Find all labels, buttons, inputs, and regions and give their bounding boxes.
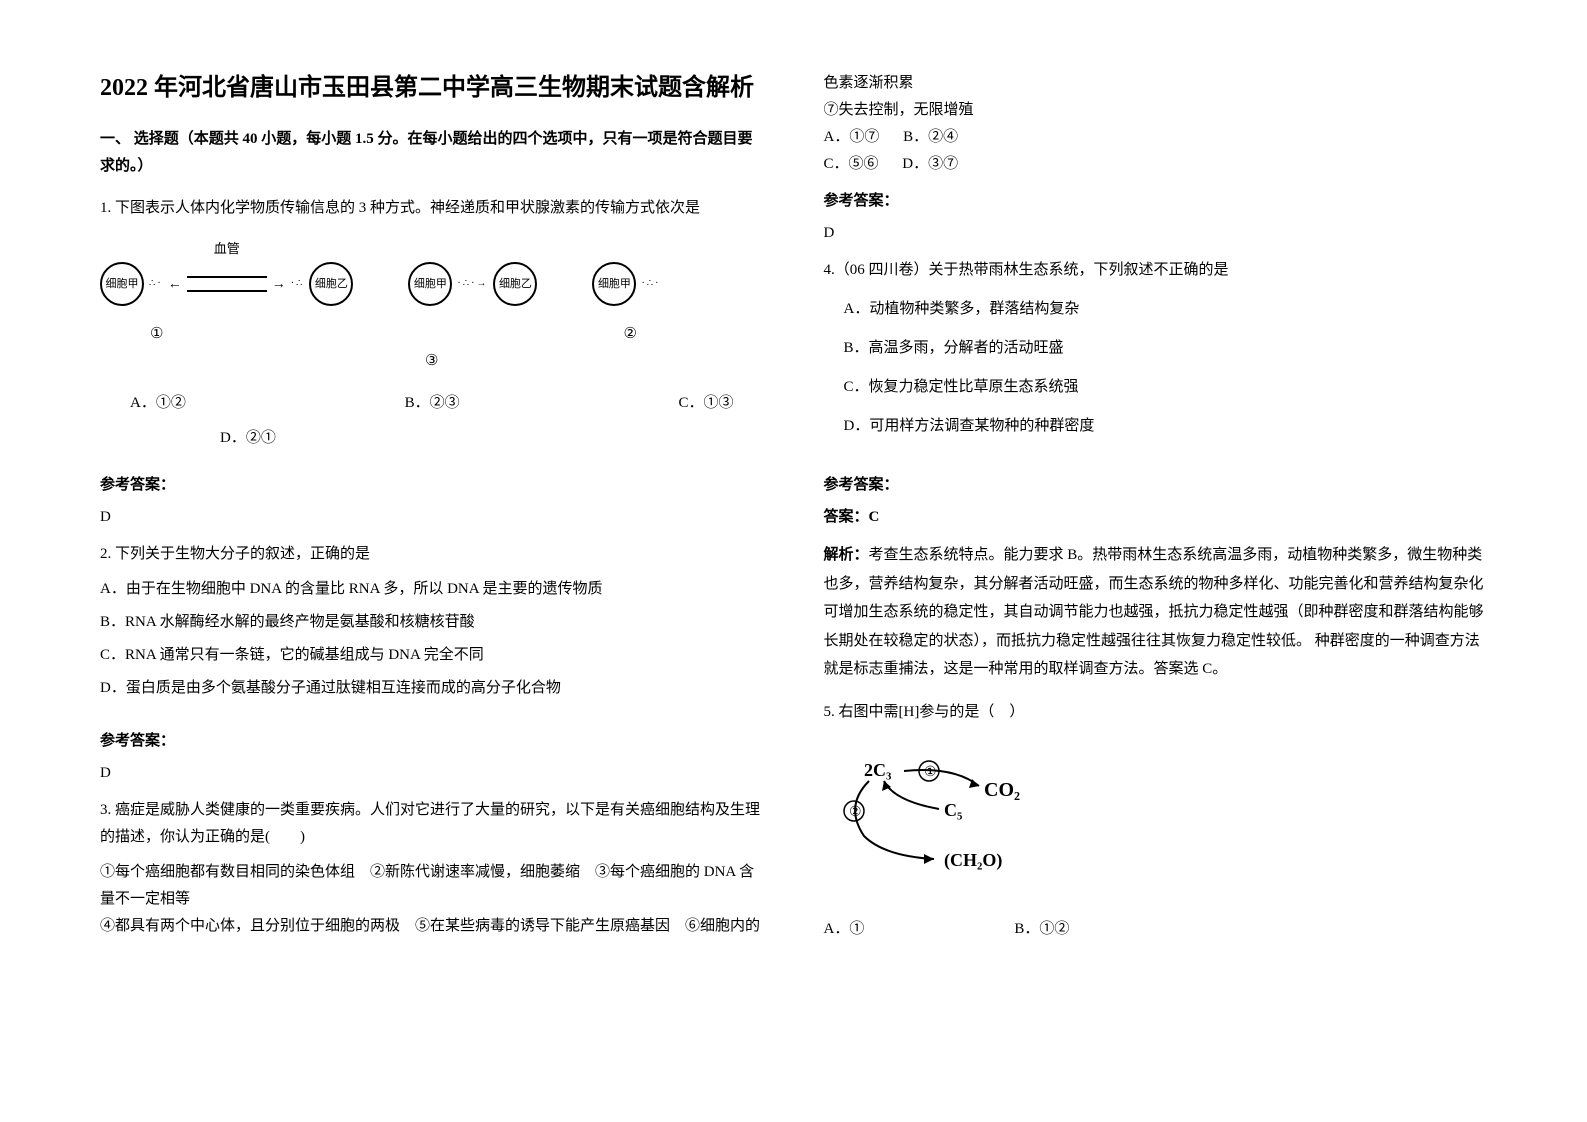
- diagram-label-2: ②: [623, 321, 636, 348]
- question-3: 3. 癌症是威胁人类健康的一类重要疾病。人们对它进行了大量的研究，以下是有关癌细…: [100, 797, 764, 940]
- explanation-label: 解析：: [824, 547, 869, 563]
- left-column: 2022 年河北省唐山市玉田县第二中学高三生物期末试题含解析 一、 选择题（本题…: [100, 70, 764, 1052]
- q5-text: 5. 右图中需[H]参与的是（ ）: [824, 699, 1488, 726]
- dots-icon: ∴·: [149, 275, 163, 293]
- q1-optC: C．①③: [678, 390, 733, 417]
- question-1: 1. 下图表示人体内化学物质传输信息的 3 种方式。神经递质和甲状腺激素的传输方…: [100, 195, 764, 452]
- q3-optD: D．③⑦: [902, 156, 958, 172]
- q3-options: A．①⑦ B．②④: [824, 124, 1488, 151]
- q2-answer: D: [100, 760, 764, 787]
- cell-icon: 细胞甲: [592, 262, 636, 306]
- dots-icon: ·∴: [291, 275, 305, 293]
- q5-optB: B．①②: [1014, 916, 1069, 943]
- cell-icon: 细胞乙: [309, 262, 353, 306]
- q3-line2: ④都具有两个中心体，且分别位于细胞的两极 ⑤在某些病毒的诱导下能产生原癌基因 ⑥…: [100, 913, 764, 940]
- q3-answer: D: [824, 220, 1488, 247]
- q1-options-row1: A．①② B．②③ C．①③: [100, 390, 764, 417]
- q3-options2: C．⑤⑥ D．③⑦: [824, 151, 1488, 178]
- q4-optD: D．可用样方法调查某物种的种群密度: [844, 413, 1488, 440]
- q1-diagram: 血管 细胞甲 ∴· ← → ·∴ 细胞乙 细胞甲 ·∴·→: [100, 237, 764, 375]
- q2-optD: D．蛋白质是由多个氨基酸分子通过肽键相互连接而成的高分子化合物: [100, 675, 764, 702]
- pathway-svg-icon: 2C₃ CO₂ C₅ (CH₂O) ① ②: [834, 751, 1034, 881]
- q4-answer: 答案：C: [824, 504, 1488, 531]
- answer-label: 参考答案：: [824, 188, 1488, 215]
- question-5: 5. 右图中需[H]参与的是（ ） 2C₃ CO₂ C₅ (CH₂O) ① ②: [824, 699, 1488, 943]
- q2-text: 2. 下列关于生物大分子的叙述，正确的是: [100, 541, 764, 568]
- diagram-1: 血管 细胞甲 ∴· ← → ·∴ 细胞乙: [100, 237, 353, 306]
- ch2o-label: (CH₂O): [944, 850, 1002, 871]
- q3-optC: C．⑤⑥: [824, 156, 879, 172]
- q3-text: 3. 癌症是威胁人类健康的一类重要疾病。人们对它进行了大量的研究，以下是有关癌细…: [100, 797, 764, 851]
- page-title: 2022 年河北省唐山市玉田县第二中学高三生物期末试题含解析: [100, 70, 764, 106]
- diagram-3: 细胞甲 ·∴·: [592, 262, 660, 306]
- right-column: 色素逐渐积累 ⑦失去控制，无限增殖 A．①⑦ B．②④ C．⑤⑥ D．③⑦ 参考…: [824, 70, 1488, 1052]
- q4-optB: B．高温多雨，分解者的活动旺盛: [844, 335, 1488, 362]
- q2-optC: C．RNA 通常只有一条链，它的碱基组成与 DNA 完全不同: [100, 642, 764, 669]
- answer-label: 参考答案：: [100, 728, 764, 755]
- diagram-label-1: ①: [150, 321, 163, 348]
- c3-label: 2C₃: [864, 760, 892, 780]
- explanation-text: 考查生态系统特点。能力要求 B。热带雨林生态系统高温多雨，动植物种类繁多，微生物…: [824, 547, 1484, 677]
- vessel-label: 血管: [214, 237, 240, 260]
- q3-line1: ①每个癌细胞都有数目相同的染色体组 ②新陈代谢速率减慢，细胞萎缩 ③每个癌细胞的…: [100, 859, 764, 913]
- q5-diagram: 2C₃ CO₂ C₅ (CH₂O) ① ②: [824, 741, 1488, 901]
- q4-optA: A．动植物种类繁多，群落结构复杂: [844, 296, 1488, 323]
- diagram-label-3: ③: [425, 353, 438, 369]
- q3-line3: 色素逐渐积累: [824, 70, 1488, 97]
- arrow-right-icon: →: [272, 272, 286, 297]
- q4-optC: C．恢复力稳定性比草原生态系统强: [844, 374, 1488, 401]
- cell-icon: 细胞乙: [493, 262, 537, 306]
- q1-text: 1. 下图表示人体内化学物质传输信息的 3 种方式。神经递质和甲状腺激素的传输方…: [100, 195, 764, 222]
- c5-label: C₅: [944, 800, 962, 820]
- q2-optB: B．RNA 水解酶经水解的最终产物是氨基酸和核糖核苷酸: [100, 609, 764, 636]
- vessel-icon: [187, 276, 267, 292]
- answer-label: 参考答案：: [824, 472, 1488, 499]
- q1-optD: D．②①: [220, 430, 276, 446]
- q1-answer: D: [100, 504, 764, 531]
- section-header: 一、 选择题（本题共 40 小题，每小题 1.5 分。在每小题给出的四个选项中，…: [100, 126, 764, 180]
- diagram-2: 细胞甲 ·∴·→ 细胞乙: [408, 262, 537, 306]
- answer-label: 参考答案：: [100, 472, 764, 499]
- dots-icon: ·∴·: [641, 275, 660, 293]
- q3-line4: ⑦失去控制，无限增殖: [824, 97, 1488, 124]
- q2-optA: A．由于在生物细胞中 DNA 的含量比 RNA 多，所以 DNA 是主要的遗传物…: [100, 576, 764, 603]
- cell-icon: 细胞甲: [408, 262, 452, 306]
- question-4: 4.（06 四川卷）关于热带雨林生态系统，下列叙述不正确的是 A．动植物种类繁多…: [824, 257, 1488, 452]
- q3-optA: A．①⑦: [824, 129, 880, 145]
- q5-options: A．① B．①②: [824, 916, 1488, 943]
- question-2: 2. 下列关于生物大分子的叙述，正确的是 A．由于在生物细胞中 DNA 的含量比…: [100, 541, 764, 708]
- circle1-label: ①: [924, 765, 937, 780]
- co2-label: CO₂: [984, 779, 1020, 801]
- q4-text: 4.（06 四川卷）关于热带雨林生态系统，下列叙述不正确的是: [824, 257, 1488, 284]
- q3-optB: B．②④: [903, 129, 958, 145]
- cell-icon: 细胞甲: [100, 262, 144, 306]
- q4-explanation: 解析：考查生态系统特点。能力要求 B。热带雨林生态系统高温多雨，动植物种类繁多，…: [824, 541, 1488, 684]
- q1-optB: B．②③: [405, 390, 460, 417]
- arrow-left-icon: ←: [168, 272, 182, 297]
- q5-optA: A．①: [824, 916, 865, 943]
- q1-optA: A．①②: [130, 390, 186, 417]
- dots-icon: ·∴·→: [457, 275, 488, 293]
- q1-options-row2: D．②①: [220, 425, 764, 452]
